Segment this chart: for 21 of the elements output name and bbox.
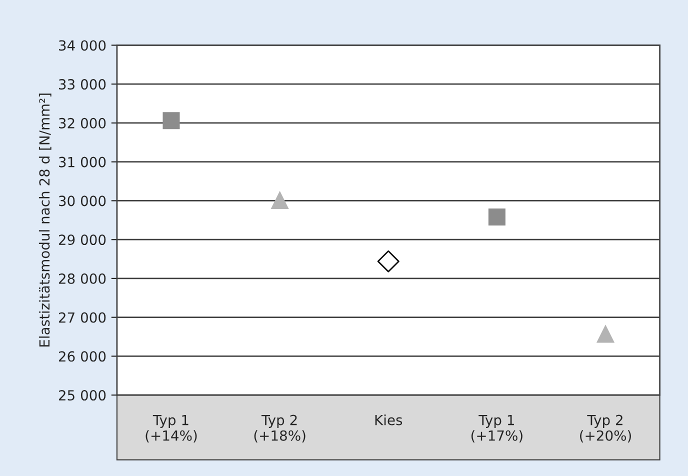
y-tick-label: 27 000 [58, 312, 106, 323]
point [270, 190, 289, 209]
point [162, 112, 180, 130]
point [596, 324, 615, 343]
x-tick-label: Typ 1 (+14%) [146, 414, 197, 442]
y-tick-label: 34 000 [59, 40, 106, 51]
x-tick-label: Typ 2 (+18%) [254, 414, 306, 442]
y-tick-label: 29 000 [58, 234, 106, 246]
y-axis-title: Elastizitätsmodul nach 28 d [N/mm²] [38, 94, 52, 346]
y-tick-label: 32 000 [59, 118, 106, 128]
y-tick-label: 28 000 [58, 273, 106, 284]
y-tick-label: 33 000 [59, 79, 106, 90]
point [377, 250, 400, 272]
point [488, 208, 506, 226]
x-tick-label: Typ 2 (+20%) [580, 414, 631, 442]
y-tick-label: 25 000 [58, 390, 106, 401]
y-tick-label: 31 000 [59, 156, 106, 168]
y-tick-label: 26 000 [58, 351, 106, 362]
x-tick-label: Kies [375, 414, 402, 426]
x-tick-label: Typ 1 (+17%) [471, 414, 522, 442]
y-tick-label: 30 000 [59, 196, 106, 206]
